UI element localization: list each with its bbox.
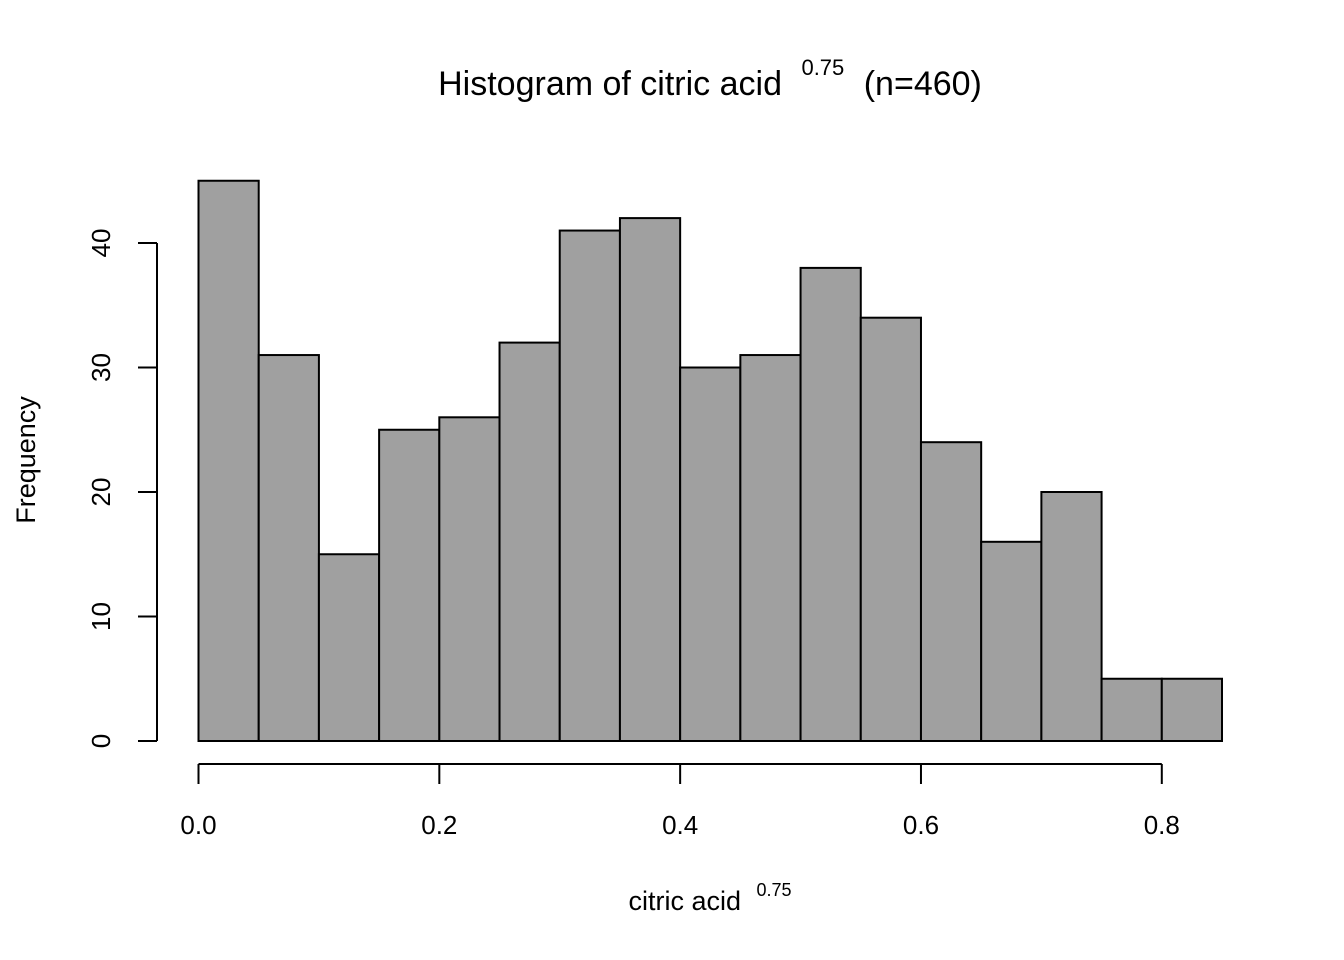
histogram-bar xyxy=(438,416,501,742)
chart-title-prefix: Histogram of citric acid xyxy=(438,65,782,103)
histogram-bar xyxy=(558,229,621,743)
y-tick-label: 20 xyxy=(86,478,116,507)
histogram-bar xyxy=(317,553,381,742)
histogram-bar xyxy=(739,354,802,742)
x-ticks: 0.0 0.2 0.4 0.6 0.8 xyxy=(180,764,1180,840)
x-axis-label-text: citric acid xyxy=(628,886,741,916)
chart-title: Histogram of citric acid 0.75 (n=460) xyxy=(438,45,982,103)
histogram-bar xyxy=(980,540,1043,742)
histogram-bar xyxy=(1100,677,1163,742)
y-ticks: 0 10 20 30 40 xyxy=(86,229,157,748)
x-tick-label: 0.8 xyxy=(1144,810,1180,840)
histogram-bar xyxy=(618,217,682,743)
histogram-bar xyxy=(1160,677,1223,742)
y-axis-label: Frequency xyxy=(11,396,41,524)
histogram-bar xyxy=(498,341,561,742)
chart-title-superscript: 0.75 xyxy=(801,55,844,80)
histogram-bar xyxy=(679,366,742,742)
y-tick-label: 10 xyxy=(86,602,116,631)
y-tick-label: 30 xyxy=(86,353,116,382)
histogram-bar xyxy=(378,428,441,742)
x-tick-label: 0.6 xyxy=(903,810,939,840)
chart-title-suffix: (n=460) xyxy=(864,65,982,103)
histogram-bar xyxy=(257,354,320,742)
y-axis: 0 10 20 30 40 xyxy=(86,229,158,748)
histogram-bar xyxy=(859,316,922,742)
y-tick-label: 0 xyxy=(86,734,116,748)
y-tick-label: 40 xyxy=(86,229,116,258)
histogram-bar xyxy=(197,179,260,742)
x-axis-label-superscript: 0.75 xyxy=(757,880,792,900)
histogram-bar xyxy=(1040,491,1103,742)
x-tick-label: 0.2 xyxy=(421,810,457,840)
histogram-bar xyxy=(799,266,862,742)
x-axis: 0.0 0.2 0.4 0.6 0.8 xyxy=(180,763,1180,840)
histogram-bar xyxy=(919,441,983,742)
x-axis-label: citric acid 0.75 xyxy=(628,880,791,916)
x-tick-label: 0.0 xyxy=(180,810,216,840)
bars-group xyxy=(197,179,1223,743)
x-tick-label: 0.4 xyxy=(662,810,698,840)
